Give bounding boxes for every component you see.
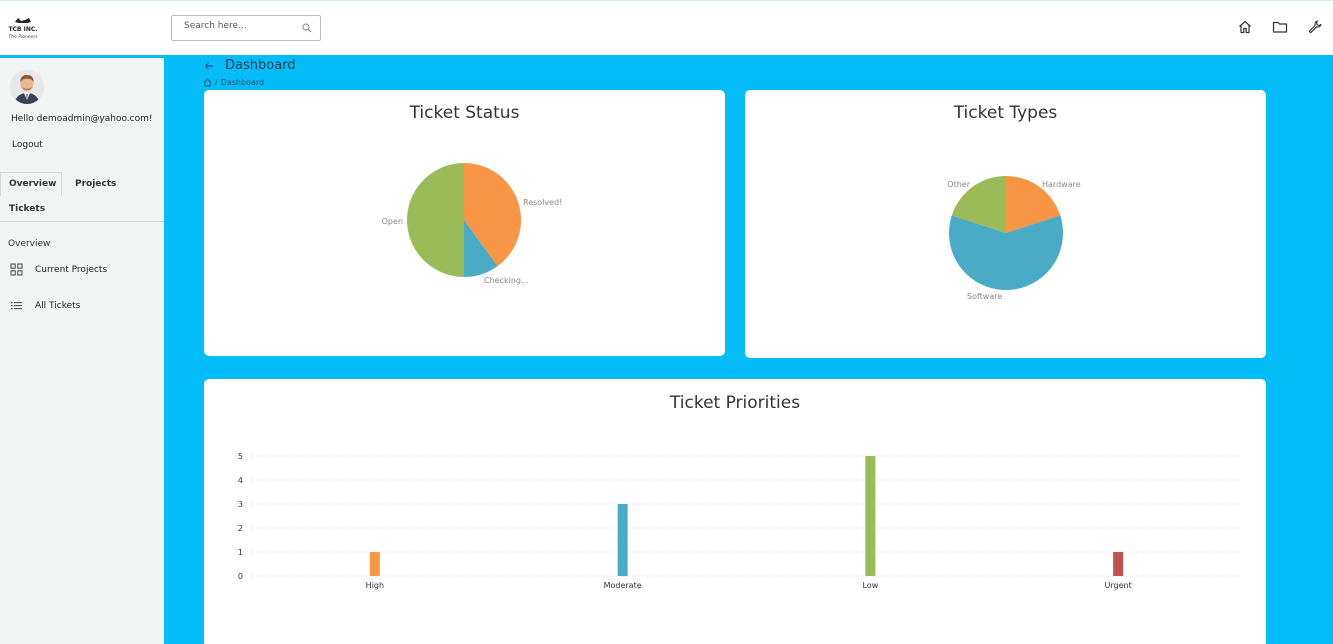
svg-text:The Pioneers: The Pioneers — [8, 34, 38, 40]
breadcrumb-separator: / — [215, 78, 218, 87]
pie-slice-other[interactable] — [951, 176, 1006, 233]
y-tick-label: 5 — [238, 452, 243, 461]
tab-overview[interactable]: Overview — [0, 172, 62, 196]
avatar[interactable] — [10, 70, 44, 104]
ticket-types-card: Ticket Types Hardware Software Other — [745, 90, 1266, 358]
search-icon[interactable] — [302, 23, 312, 33]
bar-moderate[interactable] — [617, 504, 628, 576]
search-box[interactable] — [171, 15, 321, 41]
pie-label-open: Open — [382, 217, 403, 226]
y-tick-label: 3 — [238, 500, 243, 509]
grid-icon — [10, 263, 23, 276]
sidebar-item-label: Current Projects — [35, 264, 108, 275]
nav-section-heading: Overview — [8, 239, 51, 249]
sidebar-item-all-tickets[interactable]: All Tickets — [10, 299, 80, 312]
pie-label-resolved: Resolved! — [523, 198, 562, 207]
tab-divider — [0, 221, 164, 222]
list-icon — [11, 302, 22, 310]
search-input[interactable] — [184, 21, 294, 31]
sidebar-item-label: All Tickets — [35, 300, 81, 311]
svg-text:TCB INC.: TCB INC. — [8, 26, 37, 33]
pie-label-hardware: Hardware — [1042, 180, 1081, 189]
wrench-icon[interactable] — [1307, 19, 1323, 35]
breadcrumb-home-icon[interactable] — [203, 78, 212, 87]
ticket-types-title: Ticket Types — [953, 103, 1058, 123]
back-arrow-icon[interactable] — [203, 60, 215, 72]
bar-urgent[interactable] — [1113, 552, 1124, 576]
ticket-priorities-bar-chart: 0 1 2 3 4 5 High Moderate Low Urgent — [238, 452, 1242, 590]
ticket-priorities-card: Ticket Priorities 0 1 2 3 4 5 High Moderate Low U… — [204, 379, 1266, 644]
company-logo[interactable]: TCB INC. The Pioneers — [6, 15, 40, 43]
bar-high[interactable] — [369, 552, 380, 576]
sidebar-item-current-projects[interactable]: Current Projects — [10, 263, 107, 276]
y-tick-label: 2 — [238, 524, 243, 533]
breadcrumb-current[interactable]: Dashboard — [220, 78, 265, 87]
pie-slice-checking[interactable] — [464, 220, 498, 277]
logout-link[interactable]: Logout — [12, 140, 43, 150]
tab-tickets[interactable]: Tickets — [9, 204, 46, 214]
pie-slice-software[interactable] — [949, 215, 1063, 290]
ticket-priorities-title: Ticket Priorities — [669, 393, 801, 413]
y-tick-label: 0 — [238, 572, 243, 581]
x-tick-label: High — [366, 581, 384, 590]
top-accent-line — [0, 0, 1333, 1]
y-tick-label: 4 — [238, 476, 243, 485]
ticket-status-pie-chart: Resolved! Checking... Open — [382, 163, 562, 285]
ticket-status-title: Ticket Status — [409, 103, 520, 123]
pie-slice-hardware[interactable] — [1006, 176, 1061, 233]
sidebar: Hello demoadmin@yahoo.com! Logout Overvi… — [0, 58, 164, 644]
breadcrumb: / Dashboard — [203, 78, 264, 87]
pie-slice-resolved[interactable] — [464, 163, 521, 267]
home-icon[interactable] — [1237, 19, 1253, 35]
x-tick-label: Low — [862, 581, 878, 590]
folder-icon[interactable] — [1272, 19, 1288, 35]
x-tick-label: Moderate — [604, 581, 642, 590]
y-tick-label: 1 — [238, 548, 243, 557]
pie-label-other: Other — [947, 180, 970, 189]
bar-low[interactable] — [865, 456, 876, 576]
pie-label-checking: Checking... — [484, 276, 529, 285]
ticket-types-pie-chart: Hardware Software Other — [947, 176, 1081, 301]
tab-projects[interactable]: Projects — [75, 179, 117, 189]
x-tick-label: Urgent — [1105, 581, 1132, 590]
pie-slice-open[interactable] — [407, 163, 464, 277]
ticket-status-card: Ticket Status Resolved! Checking... Open — [204, 90, 725, 356]
greeting-text: Hello demoadmin@yahoo.com! — [11, 114, 153, 124]
page-title: Dashboard — [225, 58, 296, 73]
top-bar: TCB INC. The Pioneers — [0, 1, 1333, 55]
pie-label-software: Software — [967, 292, 1002, 301]
